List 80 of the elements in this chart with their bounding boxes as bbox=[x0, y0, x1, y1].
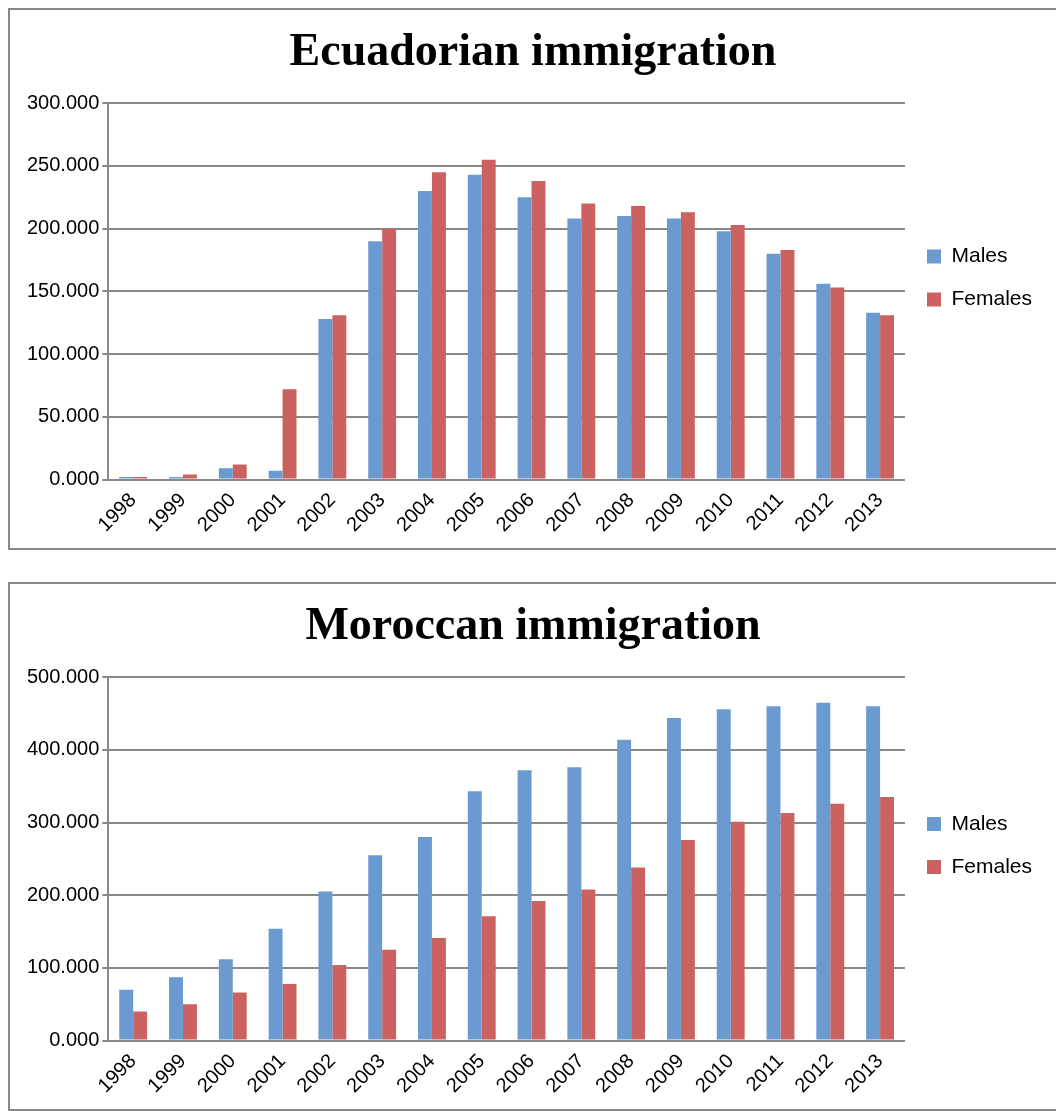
bar bbox=[730, 821, 745, 1040]
bar bbox=[282, 389, 297, 479]
bar bbox=[680, 212, 695, 479]
bar bbox=[169, 977, 183, 1040]
y-tick-label: 50.000 bbox=[38, 404, 100, 427]
bar bbox=[431, 172, 446, 479]
bar bbox=[866, 706, 881, 1040]
bar bbox=[531, 901, 546, 1040]
bar bbox=[318, 318, 333, 479]
bar bbox=[830, 803, 845, 1040]
bar bbox=[716, 231, 731, 479]
bar bbox=[581, 203, 596, 479]
bar bbox=[368, 241, 383, 479]
bar bbox=[467, 791, 482, 1040]
bar bbox=[766, 706, 781, 1040]
bar bbox=[268, 470, 283, 479]
chart-title: Moroccan immigration bbox=[305, 598, 761, 650]
bar bbox=[368, 855, 383, 1040]
y-tick-label: 400.000 bbox=[27, 737, 100, 760]
bar bbox=[268, 928, 283, 1040]
y-tick-label: 0.000 bbox=[49, 1028, 100, 1051]
bar bbox=[866, 312, 881, 479]
bar bbox=[182, 474, 197, 479]
bar bbox=[218, 959, 233, 1040]
bar bbox=[830, 287, 845, 479]
legend-label: Males bbox=[951, 810, 1008, 834]
bar bbox=[617, 216, 632, 479]
bar bbox=[730, 224, 745, 479]
bar bbox=[780, 813, 795, 1040]
y-tick-label: 150.000 bbox=[27, 278, 100, 301]
bar bbox=[282, 983, 297, 1040]
bar bbox=[666, 218, 681, 479]
bar bbox=[517, 197, 532, 479]
bar bbox=[780, 249, 795, 479]
bar bbox=[816, 283, 831, 479]
bar bbox=[418, 837, 432, 1040]
bar bbox=[318, 891, 333, 1040]
y-tick-label: 0.000 bbox=[49, 467, 100, 490]
bar bbox=[382, 949, 397, 1040]
bar bbox=[467, 174, 482, 479]
y-tick-label: 200.000 bbox=[27, 216, 100, 239]
bar bbox=[382, 228, 397, 479]
bar bbox=[182, 1004, 197, 1040]
bar bbox=[680, 839, 695, 1040]
legend-label: Males bbox=[951, 243, 1008, 267]
bar bbox=[617, 739, 632, 1040]
bar bbox=[481, 159, 496, 479]
y-tick-label: 200.000 bbox=[27, 882, 100, 905]
bar bbox=[481, 916, 496, 1040]
bar bbox=[567, 767, 582, 1040]
legend-label: Females bbox=[951, 286, 1033, 310]
bar bbox=[880, 797, 895, 1040]
bar bbox=[332, 964, 347, 1040]
y-tick-label: 100.000 bbox=[27, 955, 100, 978]
bar bbox=[766, 253, 781, 479]
bar bbox=[567, 218, 582, 479]
bar bbox=[431, 938, 446, 1040]
y-tick-label: 300.000 bbox=[27, 810, 100, 833]
bar bbox=[119, 989, 134, 1040]
bar bbox=[232, 464, 247, 479]
bar bbox=[880, 315, 895, 479]
bar bbox=[517, 770, 532, 1040]
y-tick-label: 300.000 bbox=[27, 90, 100, 113]
y-tick-label: 250.000 bbox=[27, 153, 100, 176]
bar bbox=[666, 717, 681, 1040]
bar bbox=[232, 992, 247, 1040]
y-tick-label: 100.000 bbox=[27, 341, 100, 364]
bar bbox=[716, 709, 731, 1040]
bar bbox=[816, 702, 831, 1040]
bar bbox=[133, 1011, 148, 1040]
bar bbox=[581, 889, 596, 1040]
bar bbox=[631, 206, 646, 479]
chart-title: Ecuadorian immigration bbox=[289, 24, 777, 76]
bar bbox=[631, 867, 646, 1040]
bar bbox=[332, 315, 347, 479]
bar bbox=[218, 468, 233, 479]
bar bbox=[418, 191, 432, 479]
legend-label: Females bbox=[951, 853, 1033, 877]
bar bbox=[531, 180, 546, 479]
y-tick-label: 500.000 bbox=[27, 664, 100, 687]
